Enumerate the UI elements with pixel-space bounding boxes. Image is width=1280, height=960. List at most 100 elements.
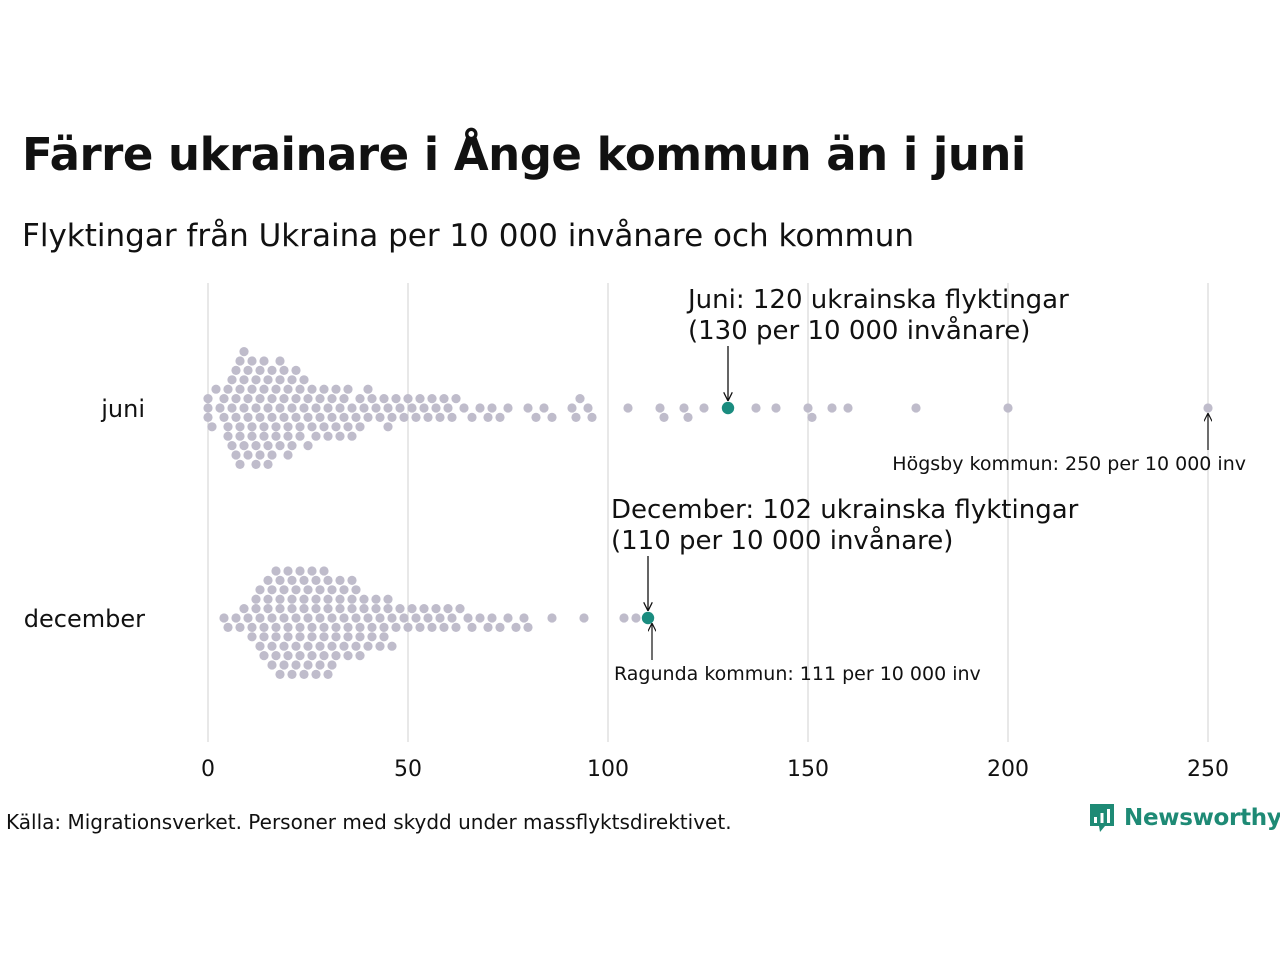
data-point [295,431,305,441]
data-point [339,613,349,623]
data-point [339,394,349,404]
x-axis-ticks: 0 50 100 150 200 250 [201,757,1229,782]
x-tick-label: 150 [787,757,829,782]
data-point [255,585,265,595]
data-point [239,347,249,357]
data-point [311,403,321,413]
data-point [283,431,293,441]
data-point [251,459,261,469]
data-point [291,641,301,651]
data-point [315,394,325,404]
newsworthy-logo[interactable]: Newsworthy [1088,802,1280,834]
data-point [351,613,361,623]
data-point [259,431,269,441]
data-point [255,394,265,404]
data-point [271,431,281,441]
data-point [387,641,397,651]
data-point [327,660,337,670]
data-point [319,566,329,576]
data-point [423,613,433,623]
data-point [363,641,373,651]
data-point [443,403,453,413]
data-point [323,403,333,413]
x-tick-label: 200 [987,757,1029,782]
data-point [319,422,329,432]
data-point [399,613,409,623]
data-point [587,412,597,422]
data-point [283,632,293,642]
data-points [203,347,1213,680]
data-point [383,403,393,413]
data-point [295,384,305,394]
data-point [343,384,353,394]
data-point [335,403,345,413]
data-point [311,594,321,604]
data-point [371,403,381,413]
data-point [299,594,309,604]
data-point [331,632,341,642]
data-point [255,365,265,375]
data-point [303,660,313,670]
data-point [251,403,261,413]
data-point [275,403,285,413]
data-point [243,450,253,460]
data-point [319,622,329,633]
data-point [807,412,817,422]
data-point [247,632,257,642]
data-point [231,394,241,404]
bar-chart-logo-icon [1090,804,1114,832]
data-point [347,575,357,586]
data-point [279,641,289,651]
data-point [419,604,429,614]
data-point [367,622,377,633]
x-tick-label: 50 [394,757,422,782]
data-point [447,613,457,623]
data-point [323,431,333,441]
data-point [295,622,305,633]
data-point [911,403,921,413]
data-point [1203,403,1213,413]
data-point [771,403,781,413]
data-point [343,651,353,661]
data-point [547,412,557,422]
data-point [487,613,497,623]
data-point [331,622,341,633]
data-point [303,613,313,623]
data-point [267,450,277,460]
data-point [455,604,465,614]
data-point [375,641,385,651]
data-point [359,403,369,413]
data-point [235,622,245,633]
data-point [239,441,249,451]
data-point [271,651,281,661]
highlight-label: December: 102 ukrainska flyktingar [611,495,1079,525]
annotations: Juni: 120 ukrainska flyktingar(130 per 1… [611,285,1246,685]
data-point [427,394,437,404]
highlight-label: Juni: 120 ukrainska flyktingar [686,285,1069,315]
logo-text: Newsworthy [1124,805,1280,831]
data-point [291,412,301,422]
data-point [383,604,393,614]
data-point [475,613,485,623]
data-point [331,651,341,661]
data-point [571,412,581,422]
data-point [235,431,245,441]
data-point [279,660,289,670]
data-point [335,604,345,614]
data-point [259,632,269,642]
data-point [343,622,353,633]
data-point [427,622,437,633]
data-point [383,594,393,604]
source-note: Källa: Migrationsverket. Personer med sk… [6,810,732,834]
data-point [299,604,309,614]
data-point [263,604,273,614]
data-point [287,604,297,614]
data-point [247,622,257,633]
data-point [307,384,317,394]
data-point [279,613,289,623]
data-point [231,450,241,460]
data-point [431,604,441,614]
data-point [231,613,241,623]
data-point [291,585,301,595]
data-point [243,613,253,623]
